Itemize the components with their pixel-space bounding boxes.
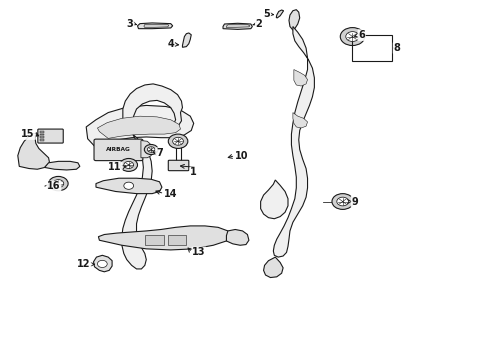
Circle shape <box>147 147 155 152</box>
Text: 4: 4 <box>168 40 174 49</box>
Polygon shape <box>276 10 284 18</box>
Text: 8: 8 <box>393 43 400 53</box>
Text: 15: 15 <box>22 129 35 139</box>
Bar <box>40 134 44 135</box>
Polygon shape <box>264 257 283 278</box>
Circle shape <box>49 176 68 191</box>
Text: 5: 5 <box>264 9 270 19</box>
Circle shape <box>168 134 188 148</box>
Bar <box>168 235 186 244</box>
Polygon shape <box>289 10 300 30</box>
Text: AIRBAG: AIRBAG <box>106 147 131 152</box>
Circle shape <box>124 161 134 168</box>
Circle shape <box>340 28 365 45</box>
Text: 6: 6 <box>358 30 365 40</box>
Circle shape <box>98 260 107 267</box>
Polygon shape <box>182 33 191 47</box>
Polygon shape <box>122 134 152 269</box>
Text: 14: 14 <box>164 189 178 199</box>
Bar <box>145 235 164 245</box>
FancyBboxPatch shape <box>168 160 189 171</box>
Polygon shape <box>98 116 180 138</box>
Text: 16: 16 <box>47 181 61 192</box>
Polygon shape <box>98 226 231 250</box>
Polygon shape <box>138 23 172 29</box>
Polygon shape <box>226 229 249 245</box>
Text: 1: 1 <box>191 167 197 177</box>
Polygon shape <box>45 161 80 170</box>
Polygon shape <box>294 69 308 86</box>
Polygon shape <box>94 255 112 272</box>
Text: 9: 9 <box>351 197 358 207</box>
Circle shape <box>124 182 134 189</box>
Circle shape <box>346 32 359 41</box>
Text: 2: 2 <box>256 19 263 29</box>
Polygon shape <box>123 84 182 134</box>
Circle shape <box>53 180 64 188</box>
Polygon shape <box>261 180 288 219</box>
FancyBboxPatch shape <box>38 129 63 143</box>
Circle shape <box>120 158 138 171</box>
Text: 10: 10 <box>235 150 249 161</box>
Polygon shape <box>223 23 252 30</box>
Bar <box>40 131 44 133</box>
Circle shape <box>337 197 348 206</box>
Circle shape <box>332 194 353 210</box>
Bar <box>40 139 44 140</box>
Text: 13: 13 <box>192 247 206 257</box>
Polygon shape <box>226 25 250 28</box>
Text: 7: 7 <box>156 148 163 158</box>
Text: 11: 11 <box>108 162 122 172</box>
Polygon shape <box>18 134 49 169</box>
Polygon shape <box>141 140 151 158</box>
Polygon shape <box>96 178 162 194</box>
Circle shape <box>172 137 183 145</box>
Polygon shape <box>293 113 308 128</box>
Circle shape <box>145 144 158 154</box>
FancyBboxPatch shape <box>94 139 143 161</box>
Text: 12: 12 <box>77 259 91 269</box>
Polygon shape <box>144 24 169 28</box>
Text: 3: 3 <box>127 19 134 29</box>
Polygon shape <box>273 27 315 257</box>
Polygon shape <box>86 105 194 148</box>
Bar <box>351 35 392 61</box>
Bar <box>40 136 44 138</box>
